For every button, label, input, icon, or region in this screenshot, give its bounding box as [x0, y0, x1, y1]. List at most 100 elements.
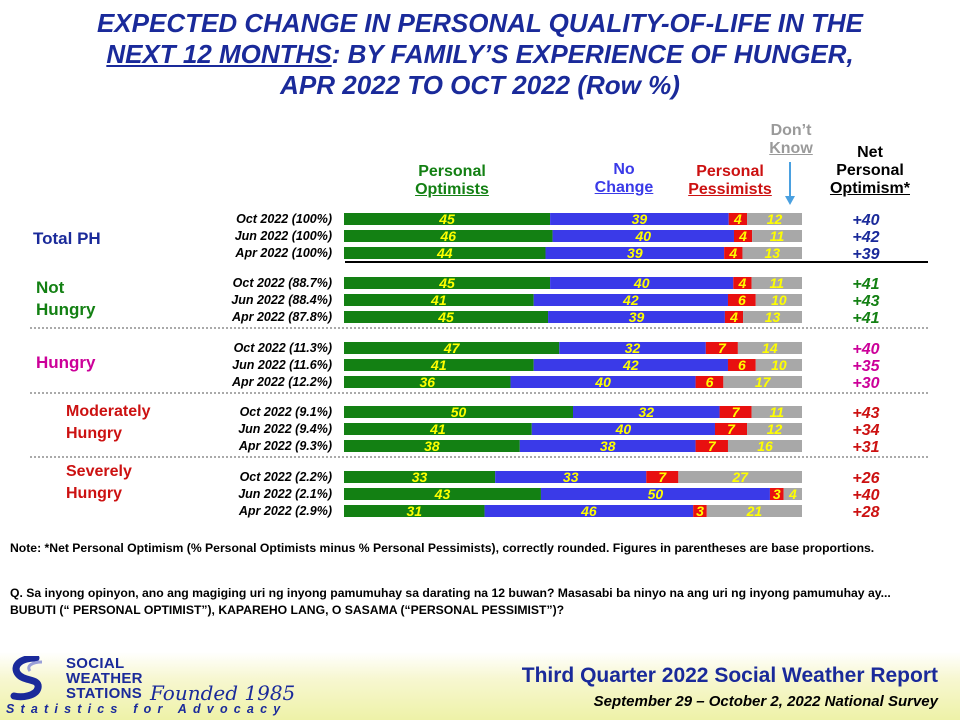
net-optimism-value: +41: [852, 276, 879, 293]
bar-segment-optimists: [344, 488, 541, 500]
data-label-dont-know: 11: [770, 275, 785, 291]
header-no-change-line1: No: [613, 161, 635, 178]
data-label-no-change: 40: [633, 275, 650, 291]
data-label-no-change: 32: [625, 340, 641, 356]
header-net-line1: Net: [857, 144, 883, 161]
bar-segment-optimists: [344, 376, 511, 388]
group-label: Moderately: [66, 403, 151, 420]
row-label: Jun 2022 (11.6%): [232, 358, 332, 372]
row-label: Jun 2022 (100%): [235, 229, 332, 243]
chart-title: EXPECTED CHANGE IN PERSONAL QUALITY-OF-L…: [20, 8, 940, 101]
data-label-pessimists: 7: [732, 404, 741, 420]
bar-segment-optimists: [344, 277, 551, 289]
bar-segment-pessimists: [769, 488, 784, 500]
header-net-optimism: Net Personal Optimism*: [810, 144, 930, 198]
bar-segment-dont-know: [706, 505, 802, 517]
data-label-pessimists: 7: [708, 438, 717, 454]
data-label-no-change: 40: [594, 374, 611, 390]
data-label-optimists: 31: [406, 503, 422, 519]
header-dont-know: Don’t Know: [752, 122, 830, 158]
bar-segment-no-change: [550, 213, 729, 225]
net-optimism-value: +43: [852, 293, 879, 310]
data-label-optimists: 41: [430, 292, 447, 308]
group-label: Hungry: [66, 485, 122, 502]
bar-segment-pessimists: [724, 247, 743, 259]
title-line-1: EXPECTED CHANGE IN PERSONAL QUALITY-OF-L…: [96, 8, 864, 38]
title-line-2-rest: : BY FAMILY’S EXPERIENCE OF HUNGER,: [331, 39, 854, 69]
title-line-2: NEXT 12 MONTHS: BY FAMILY’S EXPERIENCE O…: [20, 39, 940, 70]
data-label-no-change: 46: [580, 503, 597, 519]
bar-segment-no-change: [495, 471, 647, 483]
bar-segment-optimists: [344, 440, 520, 452]
bar-segment-dont-know: [678, 471, 802, 483]
net-optimism-value: +43: [852, 405, 879, 422]
bar-segment-optimists: [344, 311, 549, 323]
bar-segment-dont-know: [751, 406, 802, 418]
bar-segment-no-change: [531, 423, 715, 435]
net-optimism-value: +42: [852, 229, 879, 246]
net-optimism-value: +30: [852, 375, 879, 392]
row-label: Apr 2022 (2.9%): [238, 504, 332, 518]
net-optimism-value: +40: [852, 487, 879, 504]
row-label: Oct 2022 (100%): [236, 212, 332, 226]
bar-segment-optimists: [344, 505, 485, 517]
data-label-dont-know: 17: [755, 374, 772, 390]
bar-segment-pessimists: [714, 423, 748, 435]
sws-logo-icon: [10, 656, 43, 701]
data-label-dont-know: 10: [771, 357, 787, 373]
data-label-dont-know: 12: [767, 211, 783, 227]
net-optimism-value: +35: [852, 358, 880, 375]
group-label: Total PH: [33, 229, 101, 248]
bar-segment-dont-know: [783, 488, 802, 500]
data-label-pessimists: 3: [696, 503, 704, 519]
data-label-dont-know: 13: [764, 245, 780, 261]
net-optimism-value: +34: [852, 422, 879, 439]
header-dont-know-line1: Don’t: [770, 122, 812, 139]
data-label-pessimists: 6: [738, 357, 746, 373]
footer: [0, 652, 960, 720]
bar-segment-no-change: [559, 342, 706, 354]
data-label-no-change: 40: [634, 228, 651, 244]
bar-segment-optimists: [344, 471, 496, 483]
bar-segment-pessimists: [728, 213, 748, 225]
report-title: Third Quarter 2022 Social Weather Report: [521, 664, 938, 687]
bar-segment-dont-know: [723, 376, 802, 388]
logo-line-1: SOCIAL: [66, 655, 125, 672]
data-label-optimists: 38: [424, 438, 440, 454]
bar-segment-no-change: [533, 294, 728, 306]
data-label-no-change: 39: [627, 245, 643, 261]
logo-line-2: WEATHER: [66, 670, 143, 687]
data-label-optimists: 50: [451, 404, 467, 420]
row-label: Oct 2022 (88.7%): [233, 276, 332, 290]
bar-segment-pessimists: [693, 505, 707, 517]
data-label-dont-know: 10: [771, 292, 787, 308]
bar-segment-no-change: [548, 311, 725, 323]
net-optimism-value: +28: [852, 504, 879, 521]
header-optimists-line2: Optimists: [415, 181, 489, 198]
data-label-no-change: 39: [629, 309, 645, 325]
data-label-dont-know: 4: [788, 486, 797, 502]
bar-segment-no-change: [533, 359, 728, 371]
survey-dates: September 29 – October 2, 2022 National …: [593, 693, 938, 710]
note-text: Note: *Net Personal Optimism (% Personal…: [10, 541, 875, 555]
bar-segment-no-change: [519, 440, 696, 452]
founded-text: Founded 1985: [150, 681, 296, 705]
data-label-optimists: 33: [412, 469, 428, 485]
net-optimism-value: +40: [852, 212, 879, 229]
bar-segment-pessimists: [695, 440, 728, 452]
bar-segment-dont-know: [747, 213, 802, 225]
row-label: Apr 2022 (100%): [234, 246, 332, 260]
data-label-optimists: 43: [434, 486, 451, 502]
data-label-dont-know: 13: [765, 309, 781, 325]
data-label-no-change: 32: [638, 404, 654, 420]
bar-segment-dont-know: [755, 359, 802, 371]
net-optimism-value: +40: [852, 341, 879, 358]
header-dont-know-line2: Know: [769, 140, 813, 157]
row-label: Oct 2022 (11.3%): [234, 341, 332, 355]
bar-segment-pessimists: [724, 311, 744, 323]
header-optimists: Personal Optimists: [392, 163, 512, 199]
stacked-bar-chart: Total PH Oct 2022 (100%) 45 39 4 12 +40 Jun 202…: [30, 162, 928, 521]
bar-segment-no-change: [484, 505, 694, 517]
bar-segment-no-change: [540, 488, 770, 500]
header-pessimists-line1: Personal: [696, 163, 764, 180]
